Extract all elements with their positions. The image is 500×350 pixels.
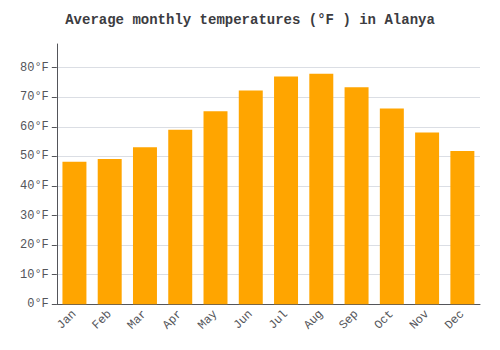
svg-text:Mar: Mar [125, 307, 150, 332]
svg-text:Nov: Nov [407, 307, 432, 332]
svg-text:May: May [195, 307, 220, 332]
svg-text:70°F: 70°F [20, 90, 49, 104]
svg-text:Jul: Jul [266, 307, 291, 332]
svg-text:30°F: 30°F [20, 209, 49, 223]
svg-text:Dec: Dec [442, 307, 467, 332]
svg-text:Aug: Aug [301, 307, 326, 332]
svg-text:Jan: Jan [54, 307, 79, 332]
svg-text:Average monthly temperatures (: Average monthly temperatures (°F ) in Al… [65, 12, 435, 28]
svg-text:0°F: 0°F [27, 297, 49, 311]
svg-text:80°F: 80°F [20, 61, 49, 75]
svg-text:40°F: 40°F [20, 179, 49, 193]
svg-text:20°F: 20°F [20, 238, 49, 252]
svg-text:10°F: 10°F [20, 268, 49, 282]
svg-text:Jun: Jun [231, 307, 256, 332]
svg-text:Oct: Oct [372, 307, 397, 332]
svg-text:60°F: 60°F [20, 120, 49, 134]
svg-text:Sep: Sep [336, 307, 361, 332]
svg-text:Apr: Apr [160, 307, 185, 332]
svg-text:50°F: 50°F [20, 149, 49, 163]
svg-text:Feb: Feb [89, 307, 114, 332]
